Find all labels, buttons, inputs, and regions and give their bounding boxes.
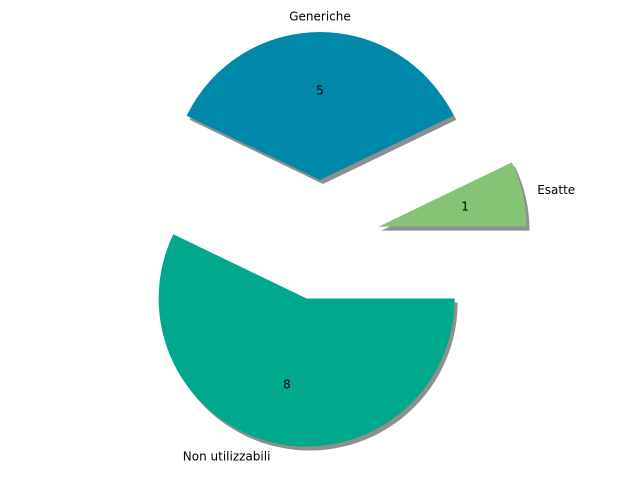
value-label: 1	[461, 199, 469, 213]
slice	[186, 31, 454, 180]
value-label: 8	[283, 378, 291, 392]
slice-label: Non utilizzabili	[183, 450, 271, 464]
slice	[378, 162, 527, 227]
slice-label: Esatte	[537, 183, 575, 197]
slice-label: Generiche	[289, 10, 351, 24]
slice	[158, 234, 455, 447]
value-label: 5	[316, 84, 324, 98]
